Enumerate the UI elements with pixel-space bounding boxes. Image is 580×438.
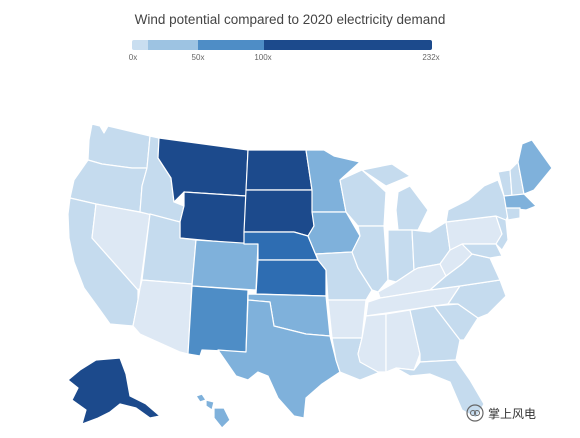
state-maine[interactable] xyxy=(517,139,553,195)
state-arkansas[interactable] xyxy=(327,299,367,339)
state-south-dakota[interactable] xyxy=(243,189,315,237)
legend-tick: 0x xyxy=(128,53,138,62)
legend-tick: 100x xyxy=(254,53,272,62)
state-florida[interactable] xyxy=(395,359,485,419)
state-texas[interactable] xyxy=(217,299,341,419)
legend-tick: 232x xyxy=(422,53,440,62)
map-title: Wind potential compared to 2020 electric… xyxy=(134,12,446,27)
legend-segment xyxy=(132,40,148,50)
state-kansas[interactable] xyxy=(255,259,327,297)
state-alaska[interactable] xyxy=(67,357,161,425)
wechat-logo-icon xyxy=(466,404,484,422)
state-arizona[interactable] xyxy=(132,279,193,355)
state-new-mexico[interactable] xyxy=(187,285,249,357)
state-maryland[interactable] xyxy=(461,243,503,259)
state-michigan[interactable] xyxy=(361,163,429,231)
state-massachusetts[interactable] xyxy=(503,193,537,211)
watermark: 掌上风电 xyxy=(466,402,536,424)
color-legend: 0x 50x 100x 232x xyxy=(128,40,440,70)
legend-segment xyxy=(264,40,432,50)
state-north-dakota[interactable] xyxy=(245,149,313,191)
legend-color-bar xyxy=(132,40,432,50)
legend-segment xyxy=(198,40,264,50)
watermark-text: 掌上风电 xyxy=(488,406,537,421)
state-illinois[interactable] xyxy=(351,225,389,293)
legend-segment xyxy=(148,40,198,50)
state-washington[interactable] xyxy=(87,123,151,169)
state-connecticut[interactable] xyxy=(505,207,521,221)
legend-tick: 50x xyxy=(191,53,205,62)
state-new-york[interactable] xyxy=(445,179,509,223)
state-hawaii[interactable] xyxy=(195,393,231,429)
state-wyoming[interactable] xyxy=(179,191,247,245)
state-colorado[interactable] xyxy=(191,239,259,291)
